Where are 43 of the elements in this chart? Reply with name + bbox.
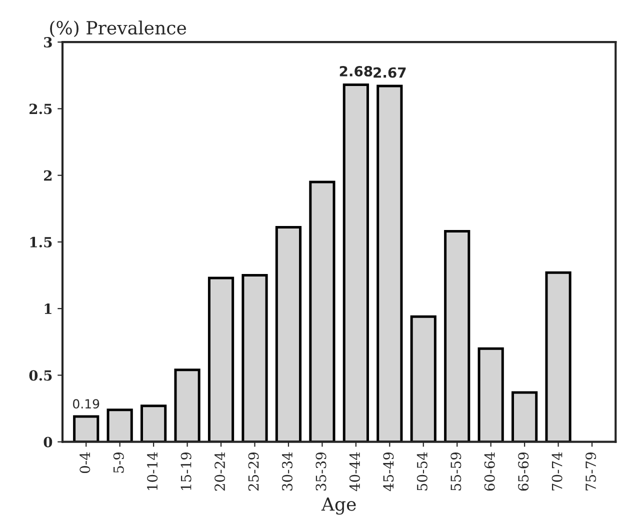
data-label: 0.19 — [73, 399, 100, 409]
y-tick-label: 0.5 — [29, 370, 52, 381]
x-tick-label: 0-4 — [80, 452, 90, 474]
bar — [106, 408, 133, 442]
bar — [73, 415, 100, 442]
bar — [444, 230, 470, 442]
bar — [174, 368, 200, 442]
data-label: 2.67 — [374, 67, 406, 78]
bar — [478, 347, 504, 442]
y-tick-label: 0 — [44, 436, 52, 448]
x-tick-label: 5-9 — [113, 452, 124, 473]
y-tick-label: 1.5 — [30, 236, 52, 248]
bar — [342, 83, 369, 442]
y-tick-label: 1 — [44, 304, 52, 314]
y-tick-label: 3 — [44, 37, 52, 48]
x-tick-label: 20-24 — [214, 452, 226, 491]
y-tick-label: 2 — [44, 170, 52, 181]
x-tick-label: 30-34 — [282, 452, 292, 491]
bar — [512, 391, 538, 442]
bar — [208, 276, 234, 442]
data-label: 2.68 — [340, 66, 372, 76]
x-tick-label: 15-19 — [180, 452, 192, 490]
x-tick-label: 40-44 — [349, 452, 360, 492]
bar — [242, 274, 268, 442]
x-tick-label: 50-54 — [416, 452, 428, 490]
y-tick-label: 2.5 — [30, 104, 52, 114]
bar — [275, 226, 302, 442]
y-axis-title: (%) Prevalence — [50, 20, 186, 38]
x-tick-label: 10-14 — [147, 452, 158, 490]
x-tick-label: 60-64 — [484, 452, 495, 491]
x-tick-label: 70-74 — [552, 452, 562, 490]
x-tick-label: 55-59 — [450, 452, 462, 490]
bar — [309, 180, 336, 442]
bar — [140, 404, 167, 442]
x-axis-title: Age — [321, 497, 356, 515]
bar — [410, 315, 436, 442]
x-tick-label: 65-69 — [518, 452, 529, 491]
x-tick-label: 45-49 — [383, 452, 394, 492]
bar — [376, 84, 403, 442]
x-tick-label: 25-29 — [248, 452, 259, 491]
bar — [545, 271, 572, 442]
x-tick-label: 35-39 — [316, 452, 326, 491]
x-tick-label: 75-79 — [586, 452, 596, 490]
